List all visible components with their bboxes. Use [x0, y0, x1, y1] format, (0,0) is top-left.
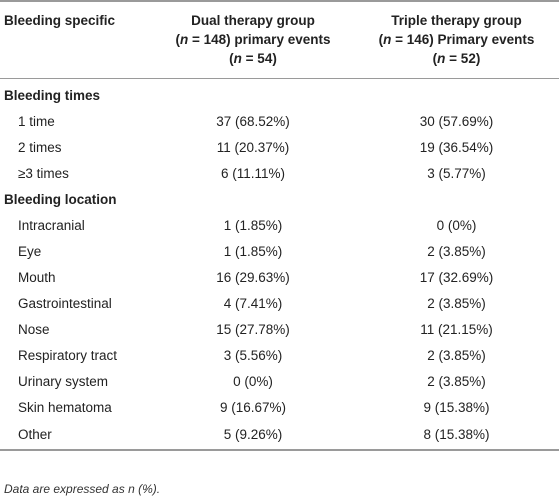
triple-therapy-value: 2 (3.85%)	[427, 244, 486, 259]
header-col3-line1: Triple therapy group	[391, 13, 522, 28]
header-triple-therapy: Triple therapy group (n = 146) Primary e…	[354, 0, 559, 79]
triple-therapy-value: 17 (32.69%)	[419, 270, 494, 285]
table-row: Other 5 (9.26%) 8 (15.38%)	[0, 421, 559, 451]
section-row: Bleeding location	[0, 187, 559, 213]
row-label: Respiratory tract	[18, 348, 118, 363]
dual-therapy-value: 1 (1.85%)	[223, 244, 283, 259]
header-col3-line2: (n = 146) Primary events	[378, 32, 535, 47]
table-row: Skin hematoma 9 (16.67%) 9 (15.38%)	[0, 395, 559, 421]
table-body: Bleeding times 1 time 37 (68.52%) 30 (57.69…	[0, 79, 559, 451]
dual-therapy-value: 3 (5.56%)	[223, 348, 283, 363]
header-col3-line3: (n = 52)	[432, 51, 481, 66]
header-col2-line2: (n = 148) primary events	[175, 32, 331, 47]
table-row: 1 time 37 (68.52%) 30 (57.69%)	[0, 109, 559, 135]
row-label: Gastrointestinal	[18, 296, 112, 311]
table-row: Mouth 16 (29.63%) 17 (32.69%)	[0, 265, 559, 291]
triple-therapy-value: 30 (57.69%)	[419, 114, 494, 129]
triple-therapy-value: 2 (3.85%)	[427, 348, 486, 363]
table-row: Gastrointestinal 4 (7.41%) 2 (3.85%)	[0, 291, 559, 317]
row-label: Eye	[18, 244, 42, 259]
section-row: Bleeding times	[0, 79, 559, 110]
triple-therapy-value: 8 (15.38%)	[354, 421, 559, 451]
header-dual-therapy: Dual therapy group (n = 148) primary eve…	[152, 0, 354, 79]
header-col2-line1: Dual therapy group	[191, 13, 315, 28]
row-label: Urinary system	[18, 374, 109, 389]
dual-therapy-value: 15 (27.78%)	[216, 322, 290, 337]
triple-therapy-value: 0 (0%)	[436, 218, 477, 233]
bleeding-table: Bleeding specific Dual therapy group (n …	[0, 0, 559, 451]
table-row: 2 times 11 (20.37%) 19 (36.54%)	[0, 135, 559, 161]
table-row: Eye 1 (1.85%) 2 (3.85%)	[0, 239, 559, 265]
table-row: Nose 15 (27.78%) 11 (21.15%)	[0, 317, 559, 343]
row-label: ≥3 times	[18, 166, 69, 181]
triple-therapy-value: 2 (3.85%)	[427, 374, 486, 389]
table-row: Respiratory tract 3 (5.56%) 2 (3.85%)	[0, 343, 559, 369]
dual-therapy-value: 16 (29.63%)	[216, 270, 290, 285]
dual-therapy-value: 9 (16.67%)	[219, 400, 287, 415]
header-col1-text: Bleeding specific	[4, 13, 116, 28]
section-title: Bleeding location	[4, 192, 117, 207]
row-label: 1 time	[18, 114, 55, 129]
section-title: Bleeding times	[4, 88, 101, 103]
row-label: Skin hematoma	[18, 400, 112, 415]
dual-therapy-value: 4 (7.41%)	[223, 296, 283, 311]
header-col2-line3: (n = 54)	[229, 51, 277, 66]
triple-therapy-value: 3 (5.77%)	[427, 166, 486, 181]
table-row: Urinary system 0 (0%) 2 (3.85%)	[0, 369, 559, 395]
triple-therapy-value: 9 (15.38%)	[423, 400, 490, 415]
triple-therapy-value: 2 (3.85%)	[427, 296, 486, 311]
triple-therapy-value: 11 (21.15%)	[420, 322, 493, 337]
row-label: Mouth	[18, 270, 56, 285]
table-row: ≥3 times 6 (11.11%) 3 (5.77%)	[0, 161, 559, 187]
dual-therapy-value: 37 (68.52%)	[216, 114, 290, 129]
dual-therapy-value: 6 (11.11%)	[220, 166, 286, 181]
row-label: 2 times	[18, 140, 62, 155]
dual-therapy-value: 11 (20.37%)	[216, 140, 290, 155]
triple-therapy-value: 19 (36.54%)	[419, 140, 494, 155]
row-label: Other	[0, 421, 152, 451]
dual-therapy-value: 0 (0%)	[233, 374, 273, 389]
row-label: Nose	[18, 322, 50, 337]
table-row: Intracranial 1 (1.85%) 0 (0%)	[0, 213, 559, 239]
table-footnote: Data are expressed as n (%).	[4, 482, 161, 496]
header-bleeding-specific: Bleeding specific	[0, 0, 152, 79]
header-row: Bleeding specific Dual therapy group (n …	[0, 0, 559, 79]
dual-therapy-value: 5 (9.26%)	[152, 421, 354, 451]
dual-therapy-value: 1 (1.85%)	[223, 218, 283, 233]
table-header: Bleeding specific Dual therapy group (n …	[0, 0, 559, 79]
row-label: Intracranial	[18, 218, 85, 233]
